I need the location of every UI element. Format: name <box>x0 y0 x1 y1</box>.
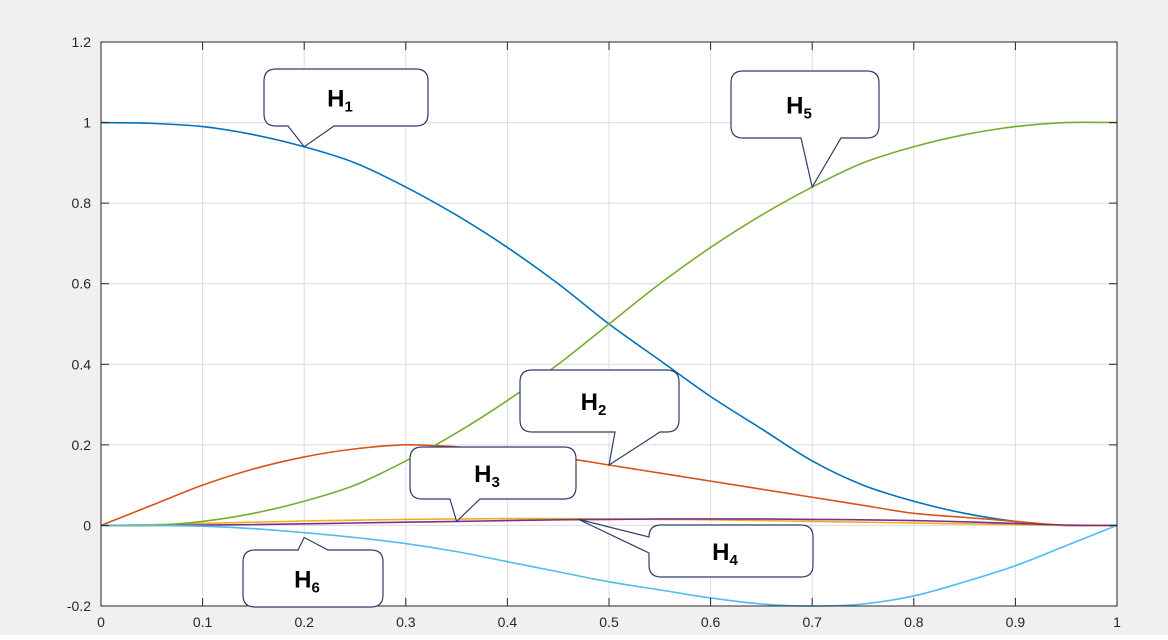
callout-h1: H1 <box>263 68 429 148</box>
callout-h2: H2 <box>519 369 680 467</box>
callout-label: H6 <box>294 567 320 597</box>
callout-box <box>409 446 577 523</box>
callout-label-main: H <box>712 539 729 566</box>
x-tick-label: 0.2 <box>294 614 314 630</box>
callout-label-sub: 2 <box>598 402 606 419</box>
y-tick-label: 0.6 <box>72 276 92 292</box>
x-tick-label: 0 <box>97 614 105 630</box>
callout-h3: H3 <box>409 446 577 523</box>
callout-label-sub: 1 <box>345 99 353 116</box>
callout-label-main: H <box>294 567 311 594</box>
callout-box <box>263 68 429 148</box>
h5-line <box>100 121 1118 527</box>
h4-line <box>100 518 1118 527</box>
callout-label-main: H <box>581 389 598 416</box>
callout-h5: H5 <box>730 70 880 189</box>
series-group <box>100 121 1118 607</box>
callout-label-main: H <box>786 93 803 120</box>
y-tick-label: 1 <box>83 115 91 131</box>
y-tick-label: 0.4 <box>72 356 92 372</box>
x-tick-label: 1 <box>1113 614 1121 630</box>
x-tick-label: 0.6 <box>701 614 721 630</box>
callout-label-main: H <box>327 86 344 113</box>
x-tick-label: 0.7 <box>802 614 822 630</box>
callout-h6: H6 <box>242 536 384 608</box>
callout-label-sub: 5 <box>804 106 812 123</box>
x-tick-label: 0.3 <box>396 614 416 630</box>
y-tick-label: 0 <box>83 517 91 533</box>
x-tick-label: 0.8 <box>904 614 924 630</box>
h6-line <box>100 524 1118 607</box>
y-tick-label: 1.2 <box>72 34 92 50</box>
x-tick-label: 0.9 <box>1006 614 1026 630</box>
callout-label: H1 <box>327 86 353 116</box>
y-tick-labels: -0.2 0 0.2 0.4 0.6 0.8 1 1.2 <box>67 34 91 614</box>
callout-label: H4 <box>712 539 738 569</box>
callout-box <box>242 536 384 608</box>
tick-marks <box>100 41 1118 607</box>
x-tick-label: 0.4 <box>498 614 518 630</box>
callout-box <box>730 70 880 189</box>
x-tick-label: 0.5 <box>599 614 619 630</box>
x-tick-labels: 0 0.1 0.2 0.3 0.4 0.5 0.6 0.7 0.8 0.9 1 <box>97 614 1121 630</box>
callout-box <box>578 518 814 578</box>
callout-box <box>519 369 680 467</box>
callout-label-main: H <box>474 461 491 488</box>
callout-label: H2 <box>581 389 607 419</box>
callout-label-sub: 3 <box>492 474 500 491</box>
callout-label: H5 <box>786 93 812 123</box>
y-tick-label: 0.8 <box>72 195 92 211</box>
y-tick-label: 0.2 <box>72 437 92 453</box>
x-tick-label: 0.1 <box>193 614 213 630</box>
callout-label-sub: 4 <box>730 552 739 569</box>
y-tick-label: -0.2 <box>67 598 91 614</box>
callout-h4: H4 <box>578 518 814 578</box>
callout-label-sub: 6 <box>312 580 320 597</box>
callout-label: H3 <box>474 461 500 491</box>
